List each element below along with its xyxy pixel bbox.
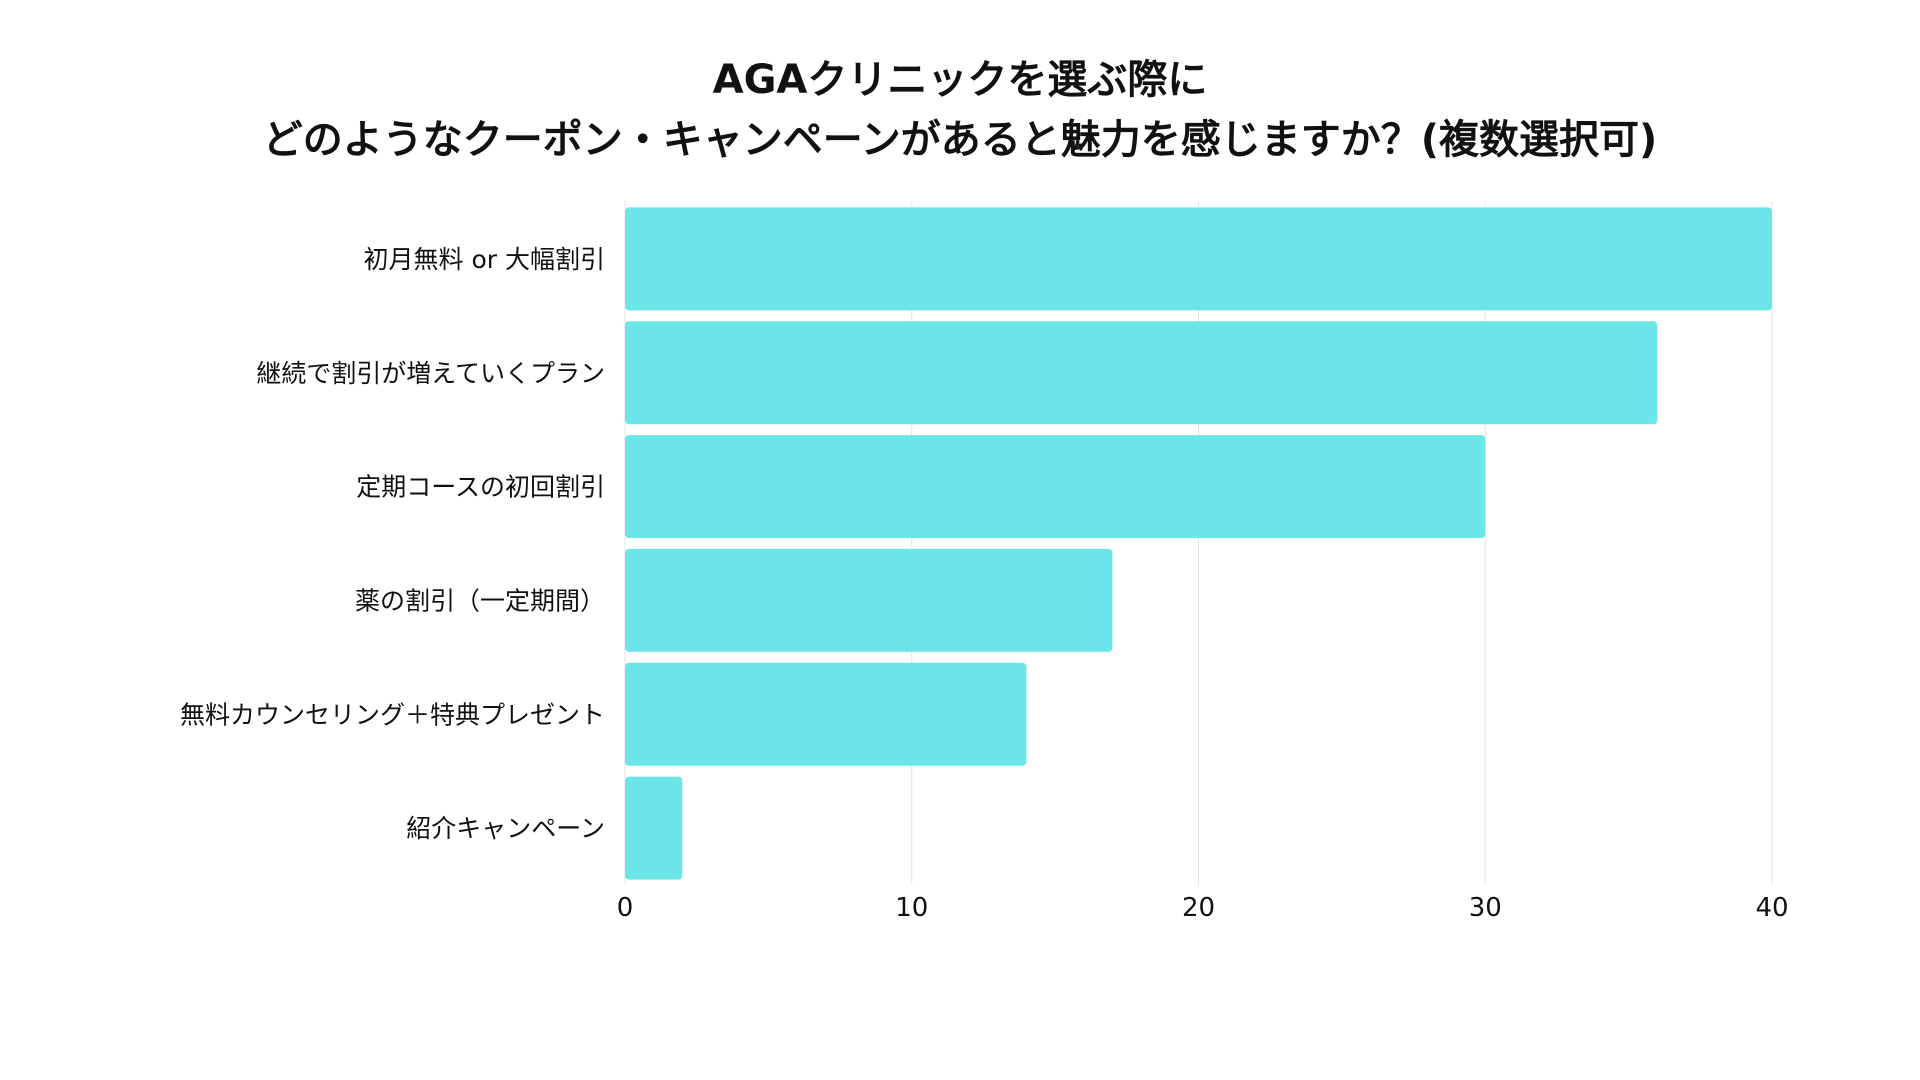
category-label-3: 薬の割引（一定期間） bbox=[355, 586, 605, 615]
category-label-1: 継続で割引が増えていくプラン bbox=[256, 359, 605, 388]
category-label-5: 紹介キャンペーン bbox=[406, 814, 605, 843]
bar-1 bbox=[625, 321, 1658, 425]
bar-5 bbox=[625, 776, 683, 880]
bars bbox=[625, 207, 1772, 880]
category-labels: 初月無料 or 大幅割引継続で割引が増えていくプラン定期コースの初回割引薬の割引… bbox=[180, 245, 605, 843]
gridlines bbox=[624, 202, 1773, 885]
x-tick-label-1: 10 bbox=[895, 893, 928, 923]
x-tick-label-4: 40 bbox=[1755, 893, 1788, 923]
category-label-2: 定期コースの初回割引 bbox=[356, 473, 605, 502]
bar-3 bbox=[625, 548, 1113, 652]
bar-4 bbox=[625, 662, 1027, 766]
chart-title-line-1: AGAクリニックを選ぶ際に bbox=[712, 57, 1208, 103]
chart-title: AGAクリニックを選ぶ際に どのようなクーポン・キャンペーンがあると魅力を感じま… bbox=[0, 50, 1920, 170]
x-axis-tick-labels: 0 10 20 30 40 bbox=[617, 893, 1789, 923]
bar-0 bbox=[625, 207, 1772, 311]
category-label-0: 初月無料 or 大幅割引 bbox=[364, 245, 605, 274]
x-tick-label-0: 0 bbox=[617, 893, 634, 923]
bar-2 bbox=[625, 435, 1486, 539]
chart-title-line-2: どのようなクーポン・キャンペーンがあると魅力を感じますか？(複数選択可) bbox=[262, 117, 1658, 163]
x-tick-label-2: 20 bbox=[1182, 893, 1215, 923]
x-tick-label-3: 30 bbox=[1469, 893, 1502, 923]
category-label-4: 無料カウンセリング＋特典プレゼント bbox=[180, 700, 605, 729]
